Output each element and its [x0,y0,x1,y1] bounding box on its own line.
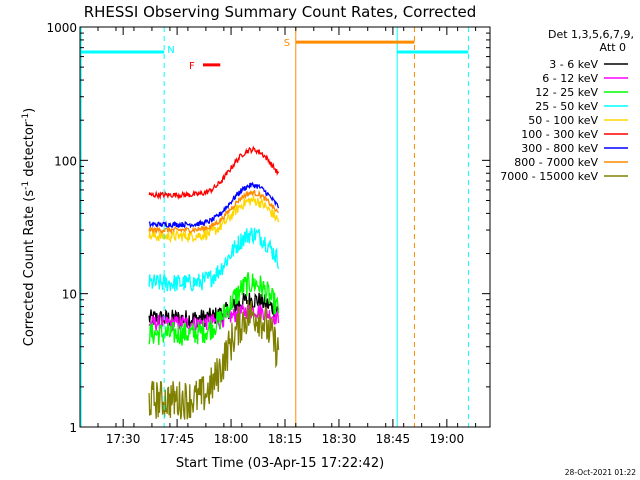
data-layer [148,145,280,420]
flare-label: F [189,61,195,72]
series-line-4 [148,227,280,292]
legend-label-8: 800 - 7000 keV [514,156,598,169]
y-tick-label: 100 [54,154,77,168]
legend-header-1: Det 1,3,5,6,7,9, [548,28,634,41]
x-tick-label: 18:30 [322,432,357,446]
saa-label: S [284,38,290,49]
legend-label-9: 7000 - 15000 keV [500,170,598,183]
series-line-3 [148,272,280,346]
x-tick-label: 18:45 [376,432,411,446]
legend-label-4: 25 - 50 keV [535,100,598,113]
plot-frame [79,26,491,428]
x-tick-label: 19:00 [430,432,465,446]
series-line-8 [148,189,279,235]
night-label: N [167,45,174,56]
legend-label-5: 50 - 100 keV [528,114,598,127]
chart-title: RHESSI Observing Summary Count Rates, Co… [84,3,477,21]
y-tick-label: 1 [69,421,77,435]
legend-label-2: 6 - 12 keV [542,72,598,85]
marker-layer: N F S [80,27,469,427]
x-tick-label: 17:45 [160,432,195,446]
axis-layer: 17:30 17:45 18:00 18:15 18:30 18:45 19:00 1 10 10… [46,21,490,446]
legend-label-6: 100 - 300 keV [521,128,598,141]
series-line-2 [148,304,280,332]
x-tick-label: 18:00 [214,432,249,446]
legend-header-2: Att 0 [600,41,626,54]
legend-label-1: 3 - 6 keV [549,58,598,71]
x-tick-label: 17:30 [106,432,141,446]
y-axis-label: Corrected Count Rate (s-1 detector-1) [21,108,37,346]
y-tick-label: 10 [62,288,77,302]
legend-label-3: 12 - 25 keV [535,86,598,99]
series-line-7 [148,181,280,229]
x-tick-label: 18:15 [268,432,303,446]
legend-label-7: 300 - 800 keV [521,142,598,155]
y-tick-label: 1000 [46,21,77,35]
series-line-5 [148,195,280,244]
series-line-9 [148,300,280,420]
x-axis-label: Start Time (03-Apr-15 17:22:42) [176,456,384,471]
footer-date: 28-Oct-2021 01:22 [565,468,636,477]
series-line-6 [148,145,280,201]
